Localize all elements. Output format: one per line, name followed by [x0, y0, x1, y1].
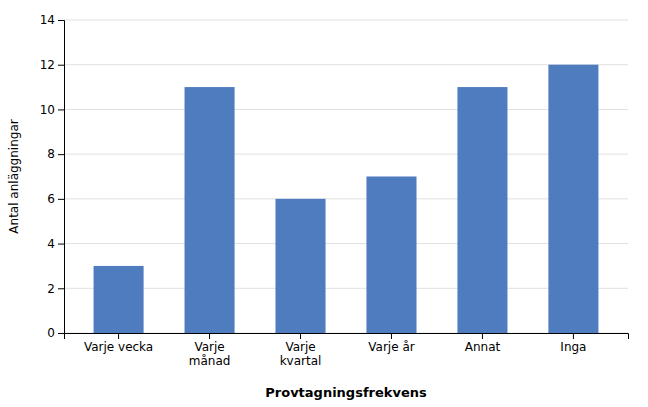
x-tick-label: Varje vecka — [84, 340, 153, 354]
y-tick-label: 6 — [47, 192, 55, 206]
y-tick-label: 14 — [40, 13, 55, 27]
y-tick: 2 — [47, 282, 64, 296]
y-tick-mark — [58, 288, 64, 289]
y-tick-label: 8 — [47, 147, 55, 161]
bar — [457, 87, 507, 333]
y-tick: 6 — [47, 192, 64, 206]
x-tick: Annat — [465, 333, 501, 354]
y-tick-label: 2 — [47, 282, 55, 296]
x-tick-mark — [209, 333, 210, 339]
bar — [276, 199, 326, 333]
x-tick-mark — [573, 333, 574, 339]
y-tick: 8 — [47, 147, 64, 161]
y-tick-mark — [58, 109, 64, 110]
x-tick: Varjekvartal — [280, 333, 322, 368]
y-tick-mark — [58, 244, 64, 245]
x-tick-label-line: Inga — [560, 340, 586, 354]
x-tick-mark — [391, 333, 392, 339]
y-tick-mark — [58, 333, 64, 334]
y-tick-mark — [58, 199, 64, 200]
y-tick-label: 0 — [47, 326, 55, 340]
x-tick-mark — [482, 333, 483, 339]
bar — [366, 177, 416, 334]
grid-line — [64, 20, 628, 21]
y-axis: 0 2 4 6 8 10 12 14 — [40, 13, 65, 340]
x-tick-label: Varje år — [368, 340, 414, 354]
y-axis-line — [58, 21, 65, 334]
x-tick: Varje år — [368, 333, 414, 354]
x-tick-label-line: Annat — [465, 340, 501, 354]
y-tick-label: 12 — [40, 58, 55, 72]
grid-line — [64, 288, 628, 289]
y-tick: 0 — [47, 326, 64, 340]
y-tick: 4 — [47, 237, 64, 251]
bar — [548, 65, 598, 333]
y-tick-mark — [58, 65, 64, 66]
x-tick: Varjemånad — [189, 333, 231, 368]
grid — [64, 20, 628, 333]
y-tick: 10 — [40, 103, 64, 117]
x-tick-label-line: Varje — [194, 340, 224, 354]
plot: 02468101214Varje veckaVarjemånadVarjekva… — [40, 13, 629, 368]
x-tick-label: Varjekvartal — [280, 340, 322, 368]
x-tick-label-line: Varje — [285, 340, 315, 354]
x-tick-label-line: månad — [189, 354, 231, 368]
x-tick: Inga — [560, 333, 586, 354]
x-axis: Varje veckaVarjemånadVarjekvartalVarje å… — [65, 333, 629, 368]
y-tick-label: 10 — [40, 103, 55, 117]
y-tick-mark — [58, 154, 64, 155]
x-axis-line — [65, 334, 629, 340]
y-axis-title: Antal anläggningar — [7, 119, 21, 233]
x-tick-mark — [118, 333, 119, 339]
grid-line — [64, 109, 628, 110]
y-tick-label: 4 — [47, 237, 55, 251]
x-tick-mark — [300, 333, 301, 339]
y-tick: 12 — [40, 58, 64, 72]
x-tick-label-line: kvartal — [280, 354, 322, 368]
x-tick-label: Annat — [465, 340, 501, 354]
x-tick: Varje vecka — [84, 333, 153, 354]
bars — [94, 65, 599, 333]
grid-line — [64, 198, 628, 199]
x-tick-label-line: Varje vecka — [84, 340, 153, 354]
x-axis-title: Provtagningsfrekvens — [265, 385, 427, 400]
y-tick: 14 — [40, 13, 64, 27]
x-tick-label-line: Varje år — [368, 340, 414, 354]
x-tick-label: Varjemånad — [189, 340, 231, 368]
bar — [94, 266, 144, 333]
x-tick-label: Inga — [560, 340, 586, 354]
grid-line — [64, 64, 628, 65]
chart: 02468101214Varje veckaVarjemånadVarjekva… — [0, 0, 648, 407]
grid-line — [64, 243, 628, 244]
grid-line — [64, 154, 628, 155]
y-tick-mark — [58, 20, 64, 21]
bar — [185, 87, 235, 333]
